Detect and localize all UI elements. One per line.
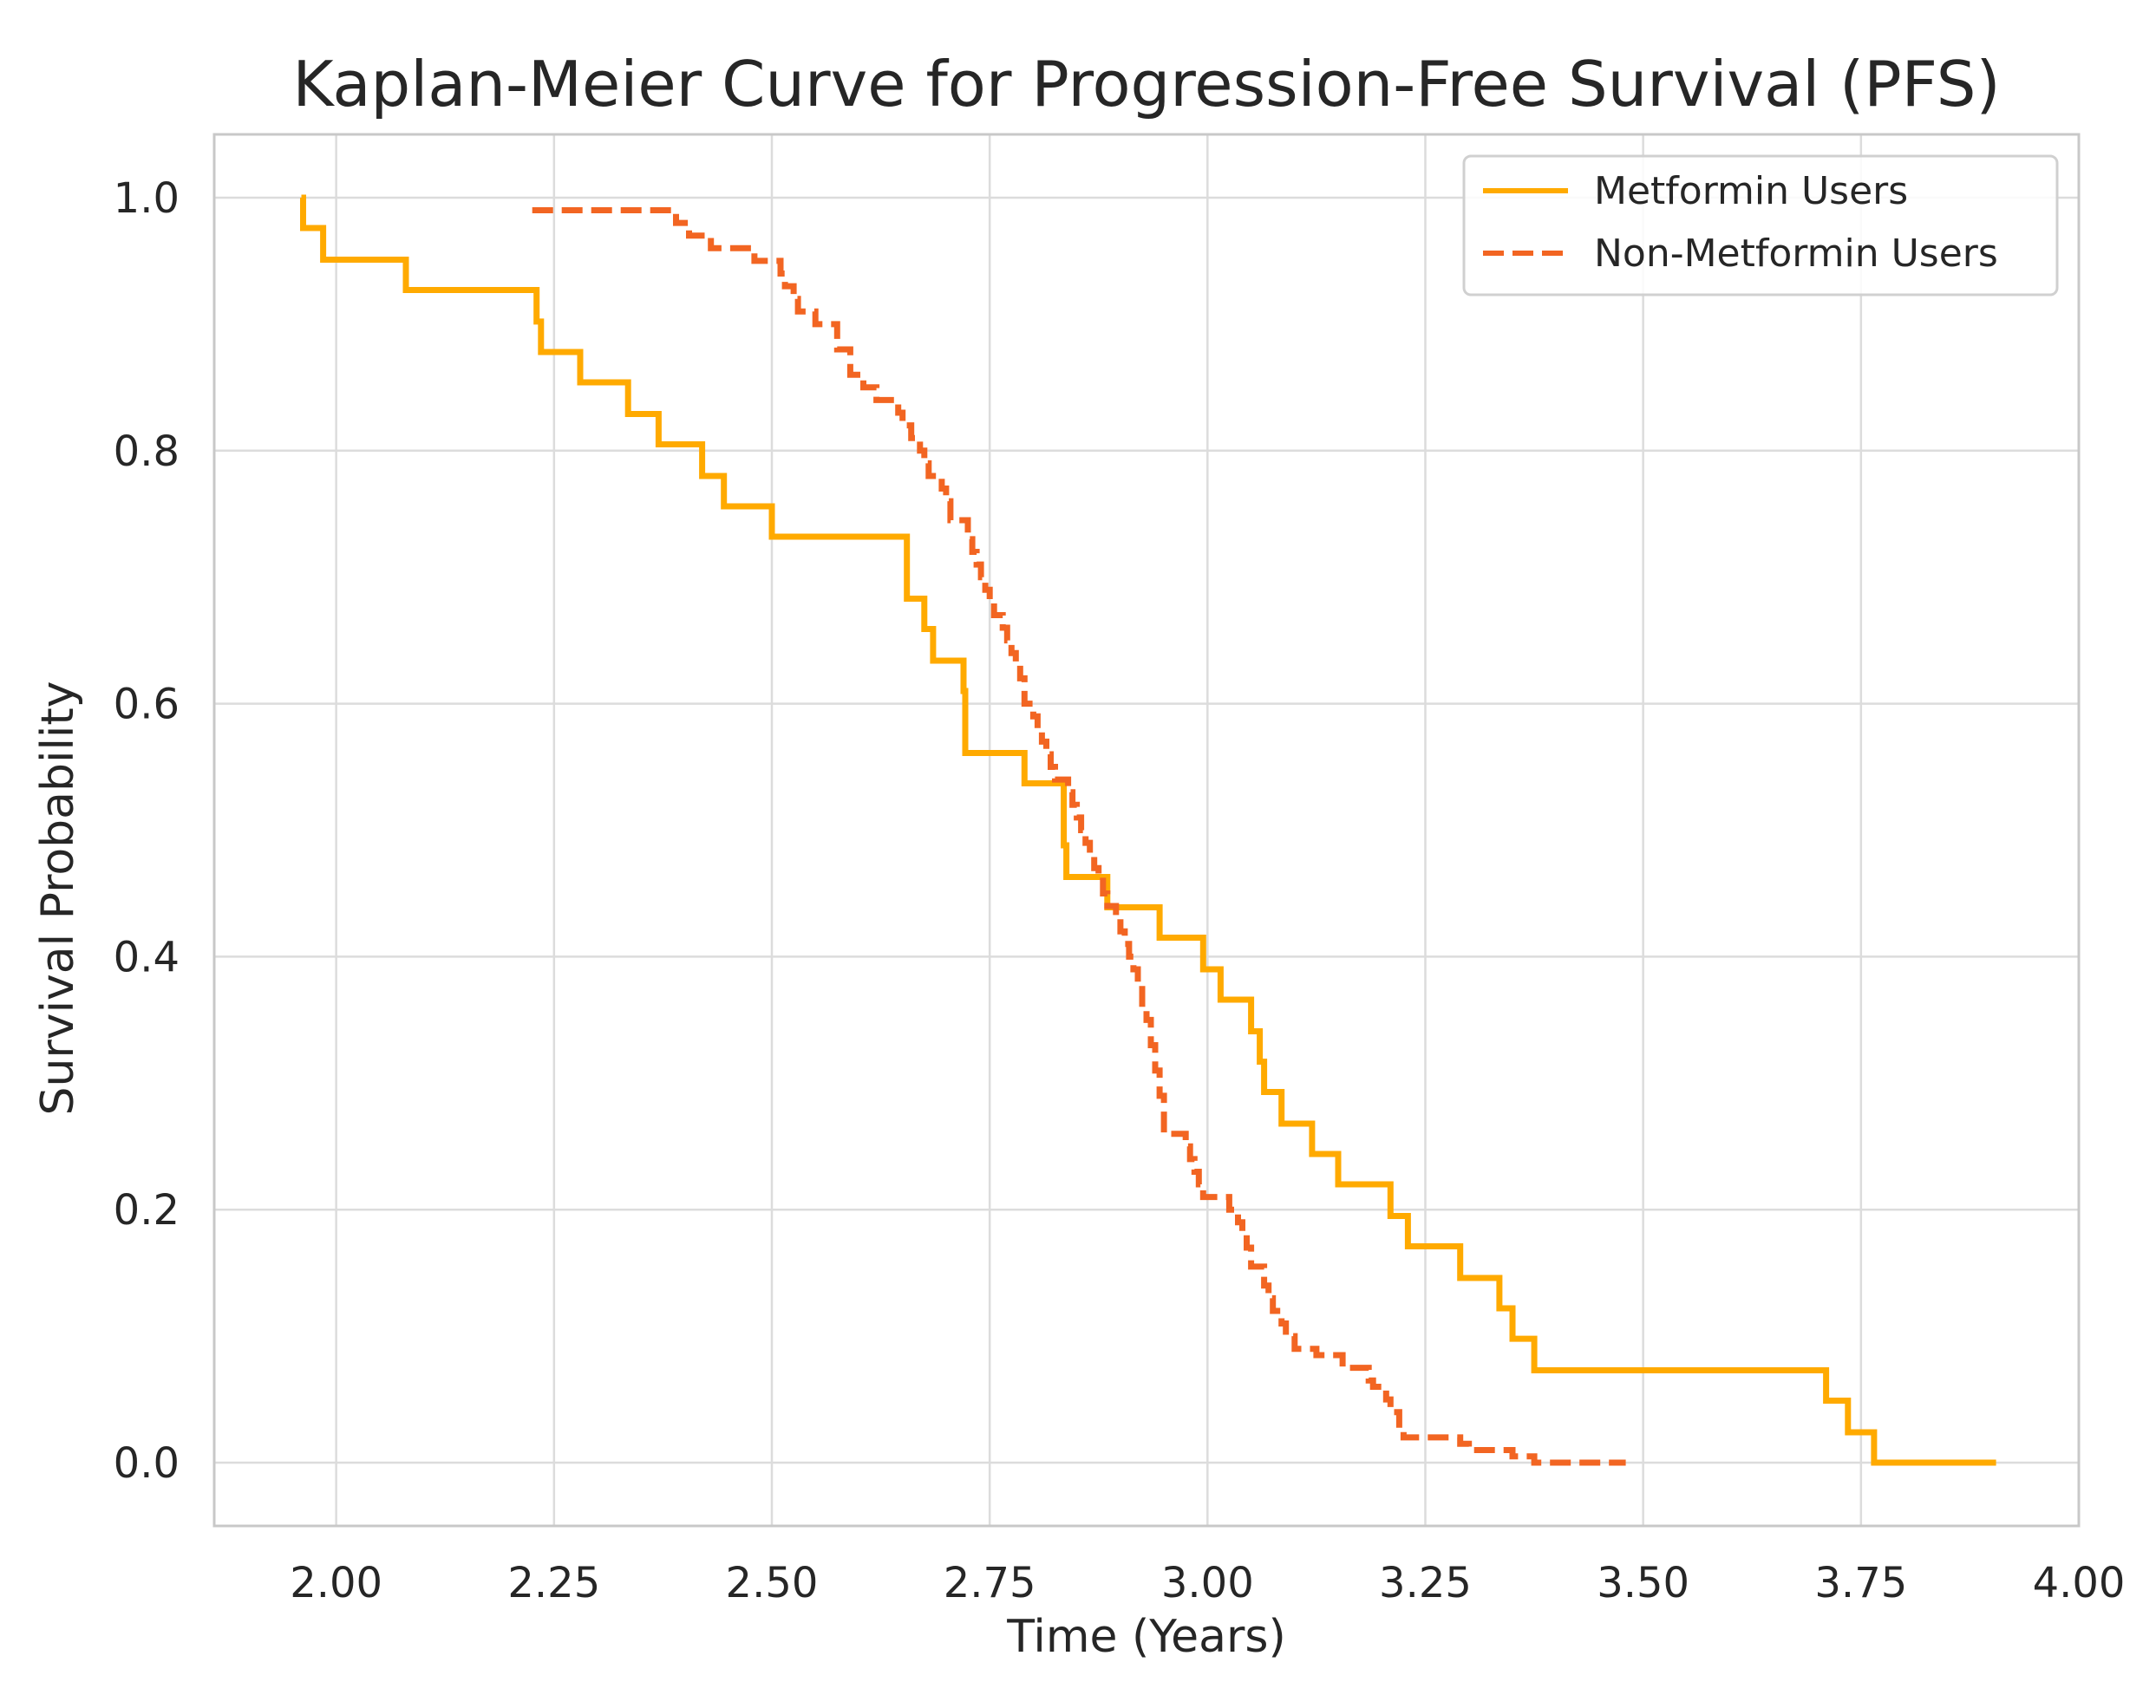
x-tick-label: 2.25	[507, 1559, 600, 1607]
x-tick-label: 3.00	[1161, 1559, 1254, 1607]
y-tick-label: 0.4	[114, 933, 180, 981]
y-tick-label: 0.6	[114, 681, 180, 729]
plot-frame	[212, 133, 2081, 1528]
x-tick-label: 4.00	[2033, 1559, 2126, 1607]
x-tick-label: 3.50	[1597, 1559, 1689, 1607]
x-tick-label: 2.75	[944, 1559, 1036, 1607]
x-tick-label: 3.25	[1379, 1559, 1472, 1607]
x-tick-label: 2.50	[726, 1559, 819, 1607]
series-layer	[300, 194, 1996, 1466]
legend-box	[1462, 154, 2059, 297]
y-tick-label: 0.0	[114, 1439, 180, 1488]
legend-label-non-metformin: Non-Metformin Users	[1594, 231, 1998, 276]
x-tick-label: 3.75	[1814, 1559, 1907, 1607]
legend-label-metformin: Metformin Users	[1594, 169, 1908, 213]
chart-title: Kaplan-Meier Curve for Progression-Free …	[292, 48, 2000, 121]
y-tick-label: 0.2	[114, 1186, 180, 1235]
x-axis-label: Time (Years)	[1006, 1611, 1286, 1663]
series-line-metformin	[300, 194, 1996, 1466]
y-tick-label: 0.8	[114, 427, 180, 476]
x-tick-label: 2.00	[290, 1559, 382, 1607]
series-line-non-metformin	[532, 207, 1626, 1466]
y-tick-label: 1.0	[114, 174, 180, 223]
legend: Metformin Users Non-Metformin Users	[1462, 154, 2059, 297]
y-axis-label: Survival Probability	[32, 681, 84, 1115]
grid-lines	[214, 134, 2081, 1526]
tick-labels: 2.00 2.25 2.50 2.75 3.00 3.25 3.50 3.75 4.00 0.0 0…	[114, 174, 2126, 1607]
